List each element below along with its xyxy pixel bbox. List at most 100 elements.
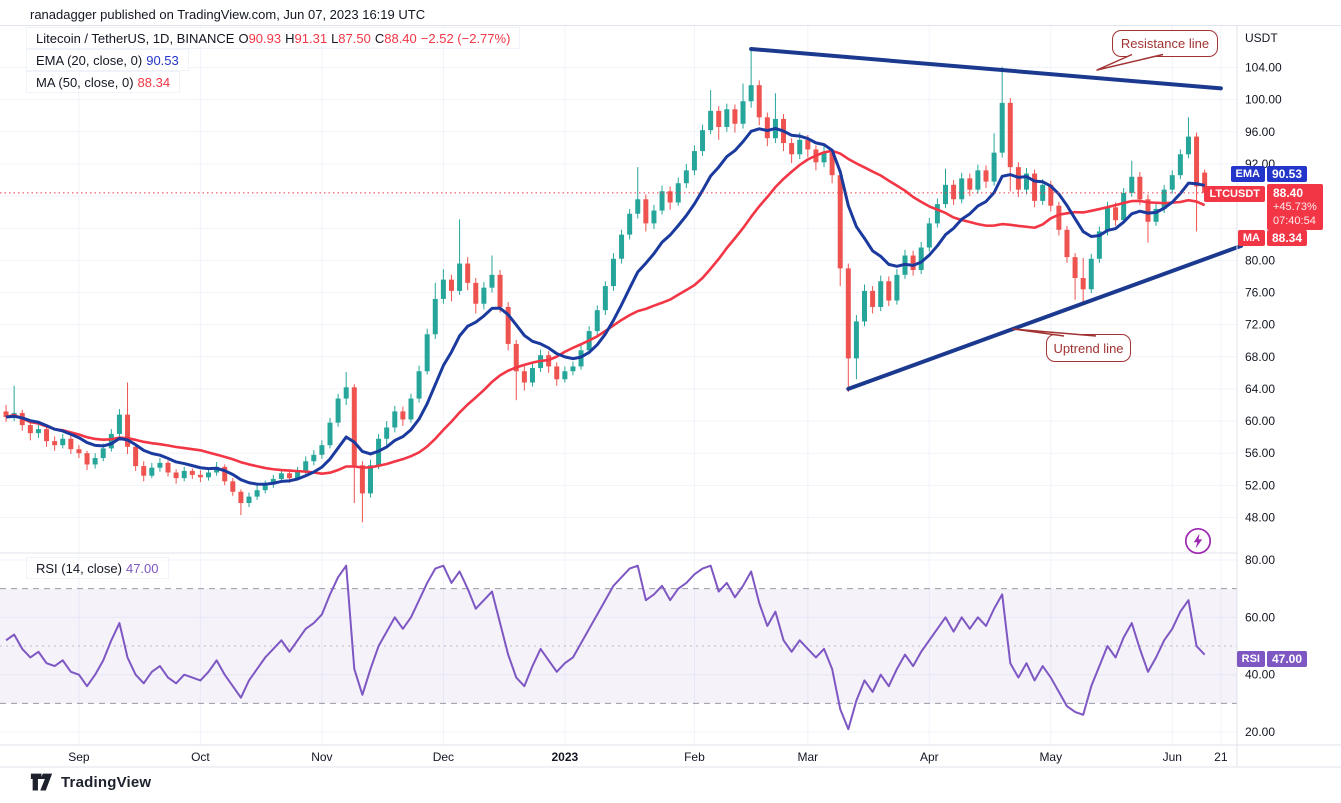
- price-tick-label: 76.00: [1245, 285, 1275, 299]
- time-tick-label: Apr: [920, 750, 939, 764]
- price-tick-label: 104.00: [1245, 61, 1282, 75]
- candle-body: [27, 425, 33, 434]
- candle-body: [975, 170, 981, 190]
- candle-body: [1072, 257, 1078, 279]
- symbol-title: Litecoin / TetherUS, 1D, BINANCE: [36, 30, 235, 46]
- legend-symbol-row[interactable]: Litecoin / TetherUS, 1D, BINANCE O90.93 …: [26, 27, 521, 49]
- time-tick-label: May: [1039, 750, 1062, 764]
- candle-body: [934, 204, 940, 224]
- candle-body: [529, 368, 535, 383]
- candle-body: [959, 178, 965, 200]
- candle-body: [384, 427, 390, 439]
- candle-body: [1113, 207, 1119, 221]
- candle-body: [659, 191, 665, 211]
- candle-body: [238, 491, 244, 504]
- lightning-icon: [1184, 527, 1212, 555]
- candle-body: [1121, 192, 1127, 221]
- uptrend-line-callout[interactable]: Uptrend line: [1046, 334, 1131, 362]
- candle-body: [108, 433, 114, 449]
- price-axis-currency-label: USDT: [1245, 31, 1278, 45]
- candle-body: [983, 170, 989, 182]
- candle-body: [3, 411, 9, 418]
- time-axis[interactable]: [0, 745, 1237, 767]
- tradingview-brand-text: TradingView: [61, 774, 152, 791]
- candle-body: [481, 287, 487, 304]
- flash-ideas-button[interactable]: [1184, 527, 1212, 555]
- ohlc-high: H91.31: [285, 30, 328, 46]
- chart-top-border: [0, 25, 1341, 26]
- candle-body: [602, 286, 608, 311]
- candle-body: [367, 465, 373, 494]
- candle-body: [319, 445, 325, 455]
- candle-body: [740, 101, 746, 124]
- candle-body: [1032, 173, 1038, 201]
- resistance-line-callout[interactable]: Resistance line: [1112, 30, 1218, 57]
- time-tick-label: Jun: [1163, 750, 1182, 764]
- candle-body: [748, 85, 754, 102]
- candle-body: [845, 268, 851, 359]
- candle-body: [343, 387, 349, 399]
- legend-ema-row[interactable]: EMA (20, close, 0) 90.53: [26, 49, 189, 71]
- candle-body: [1202, 172, 1208, 193]
- candle-body: [1194, 136, 1200, 187]
- candle-body: [821, 152, 827, 163]
- candle-body: [254, 490, 260, 497]
- candle-body: [84, 453, 90, 465]
- pane-divider[interactable]: [0, 551, 1237, 555]
- candle-body: [52, 441, 58, 446]
- candle-body: [610, 258, 616, 287]
- rsi-line: [5, 564, 1206, 731]
- candle-body: [683, 170, 689, 184]
- candle-body: [691, 151, 697, 171]
- rsi-axis-value: 47.00: [1267, 651, 1308, 667]
- time-tick-label: 2023: [552, 750, 579, 764]
- candle-body: [505, 306, 511, 344]
- price-tick-label: 80.00: [1245, 253, 1275, 267]
- time-tick-label: Nov: [311, 750, 332, 764]
- candle-body: [594, 310, 600, 332]
- candle-body: [708, 110, 714, 131]
- candle-body: [894, 274, 900, 301]
- candle-body: [497, 274, 503, 307]
- candle-body: [133, 446, 139, 467]
- candle-body: [991, 152, 997, 182]
- legend-rsi-row[interactable]: RSI (14, close) 47.00: [26, 557, 169, 579]
- ma-indicator-value: 88.34: [137, 74, 171, 90]
- candle-body: [1080, 278, 1086, 290]
- resistance-callout-text: Resistance line: [1120, 36, 1210, 51]
- candle-body: [797, 139, 803, 155]
- price-tick-label: 60.00: [1245, 414, 1275, 428]
- price-tick-label: 68.00: [1245, 350, 1275, 364]
- candle-body: [473, 282, 479, 304]
- candle-body: [311, 454, 317, 462]
- candle-body: [448, 279, 454, 291]
- candle-body: [829, 152, 835, 176]
- candle-body: [635, 199, 641, 214]
- candle-body: [125, 414, 131, 447]
- candle-body: [1169, 175, 1175, 190]
- candle-body: [392, 411, 398, 428]
- candle-body: [92, 458, 98, 465]
- candle-body: [724, 109, 730, 127]
- candle-body: [1104, 207, 1110, 232]
- publish-info-text: ranadagger published on TradingView.com,…: [30, 7, 426, 22]
- resistance-trendline: [749, 47, 1223, 91]
- candle-body: [465, 263, 471, 283]
- legend-ma-row[interactable]: MA (50, close, 0) 88.34: [26, 71, 181, 93]
- bar-countdown: 07:40:54: [1273, 215, 1316, 227]
- daily-change: −2.52 (−2.77%): [420, 30, 511, 46]
- legend-panel: Litecoin / TetherUS, 1D, BINANCE O90.93 …: [26, 27, 521, 93]
- candle-body: [1007, 102, 1013, 168]
- candle-body: [651, 210, 657, 224]
- candle-body: [1088, 258, 1094, 290]
- ma-axis-value: 88.34: [1267, 230, 1308, 246]
- candle-body: [1056, 205, 1062, 230]
- candle-body: [1023, 173, 1029, 190]
- footer-brand: TradingView: [30, 772, 151, 793]
- ohlc-open: O90.93: [238, 30, 282, 46]
- candle-body: [1137, 176, 1143, 200]
- symbol-axis-label: LTCUSDT: [1204, 186, 1265, 202]
- candle-body: [1145, 199, 1151, 222]
- rsi-tick-label: 60.00: [1245, 610, 1275, 624]
